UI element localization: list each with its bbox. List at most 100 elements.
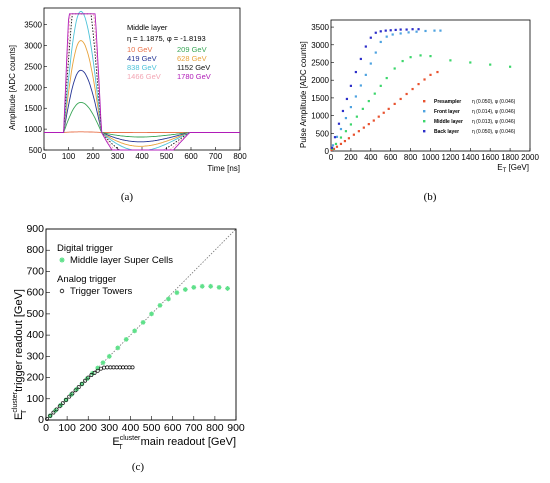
panel-c-trigger-tower-point — [73, 388, 78, 393]
panel-b-legend-marker — [423, 130, 426, 133]
panel-c-trigger-tower-point — [48, 413, 53, 418]
panel-c-ytick-label: 400 — [26, 329, 44, 341]
panel-a-legend-entry: 419 GeV — [127, 54, 157, 63]
panel-c-trigger-tower-point — [127, 365, 132, 370]
panel-c-xtick-label: 600 — [164, 422, 182, 434]
panel-b-data-point — [399, 32, 402, 35]
panel-b-ytick-label: 2000 — [311, 76, 329, 85]
panel-b-data-point — [354, 70, 357, 74]
panel-b-ylabel: Pulse Amplitude [ADC counts] — [299, 41, 308, 148]
panel-b-data-point — [405, 92, 408, 96]
panel-c-trigger-tower-point — [89, 373, 94, 377]
panel-b-data-point — [509, 65, 512, 68]
panel-b-data-point — [372, 119, 375, 122]
panel-c-supercell-point — [166, 296, 171, 302]
panel-b-data-point — [394, 28, 397, 32]
panel-c-trigger-tower-point — [111, 365, 116, 370]
panel-b-xtick-label: 1800 — [501, 153, 519, 162]
panel-c-ytick-label: 600 — [26, 287, 44, 299]
panel-b-data-point — [367, 122, 370, 126]
panel-a-ytick-label: 2000 — [24, 83, 42, 92]
panel-c-ytick-label: 300 — [26, 350, 44, 362]
panel-c-trigger-tower-point — [51, 410, 56, 415]
panel-b-data-point — [367, 99, 370, 103]
panel-b-data-point — [369, 36, 372, 39]
panel-c: 0 100 200 300 400 500 600 700 800 900 01002003004… — [12, 223, 245, 473]
panel-b-data-point — [433, 29, 436, 32]
panel-b-xtick-label: 200 — [344, 153, 358, 162]
panel-b-data-point — [359, 57, 362, 61]
panel-c-supercell-point — [140, 319, 146, 325]
panel-a-legend-entry: 209 GeV — [177, 45, 207, 54]
panel-b-data-point — [439, 29, 442, 32]
panel-b-data-point — [339, 127, 343, 131]
panel-a-legend-entry: 1152 GeV — [177, 63, 210, 72]
panel-b-ytick-label: 0 — [325, 147, 330, 156]
panel-b-ytick-label: 1000 — [311, 112, 329, 121]
panel-c-supercell-point — [95, 365, 101, 371]
panel-c-supercell-point — [47, 413, 53, 419]
panel-c-legend-marker-tower — [59, 288, 65, 294]
panel-b-data-point — [357, 130, 360, 133]
panel-a-ytick-label: 500 — [29, 146, 43, 155]
panel-c-xtick-label: 0 — [43, 422, 49, 434]
panel-b-data-point — [339, 142, 343, 146]
panel-a-ytick-label: 3500 — [24, 21, 42, 30]
panel-b-data-point — [389, 29, 392, 32]
panel-b-data-point — [341, 109, 345, 113]
panel-c-xtick-label: 200 — [79, 422, 97, 434]
panel-b-legend-coords: η (0.014), φ (0.046) — [472, 109, 516, 115]
panel-a-ytick-label: 1500 — [24, 104, 42, 113]
panel-c-supercell-point — [79, 381, 85, 387]
panel-b-data-point — [331, 144, 335, 147]
panel-b-data-point — [411, 87, 414, 91]
panel-b-data-point — [405, 28, 408, 31]
panel-b-data-point — [429, 55, 432, 58]
panel-b-xlabel: ET [GeV] — [497, 163, 529, 174]
panel-c-frame — [45, 228, 237, 421]
panel-b-data-point — [373, 92, 376, 95]
panel-a-xtick-label: 400 — [135, 152, 149, 161]
panel-c-trigger-tower-point — [130, 365, 135, 370]
panel-b-legend-coords: η (0.050), φ (0.046) — [472, 99, 516, 105]
panel-b-data-point — [349, 84, 352, 87]
panel-b-data-point — [379, 30, 382, 33]
panel-a-legend-subtitle: η = 1.1875, φ = -1.8193 — [127, 34, 206, 43]
panel-b-data-point — [334, 142, 338, 146]
panel-b-legend-marker — [423, 100, 426, 103]
panel-c-trigger-tower-point — [54, 407, 59, 412]
panel-c-legend-header-digital: Digital trigger — [57, 243, 113, 254]
panel-c-trigger-tower-point — [117, 365, 122, 370]
panel-b-data-point — [385, 35, 388, 38]
panel-b-ytick-label: 1500 — [311, 94, 329, 103]
panel-c-supercell-point — [123, 336, 129, 342]
panel-c-ytick-label: 200 — [26, 372, 44, 384]
panel-c-trigger-tower-point — [114, 365, 119, 370]
panel-b-data-point — [352, 133, 355, 136]
panel-b-ytick-label: 2500 — [311, 58, 329, 67]
panel-b-caption: (b) — [424, 191, 437, 203]
panel-c-ytick-label: 100 — [26, 393, 44, 405]
panel-b-xtick-label: 1200 — [442, 153, 460, 162]
panel-c-trigger-tower-point — [83, 378, 88, 383]
panel-c-caption: (c) — [132, 461, 145, 473]
panel-b-data-point — [424, 29, 427, 33]
panel-c-trigger-tower-point — [76, 385, 81, 390]
panel-b-data-point — [391, 33, 394, 36]
panel-a-legend-entry: 1780 GeV — [177, 72, 211, 81]
panel-a-xlabel: Time [ns] — [207, 164, 240, 173]
panel-c-supercell-point — [157, 303, 163, 308]
panel-b-data-point — [399, 97, 402, 101]
panel-b-data-point — [399, 28, 402, 31]
panel-c-xtick-label: 700 — [185, 422, 203, 434]
panel-c-trigger-tower-point — [64, 397, 69, 402]
panel-b-xtick-label: 2000 — [521, 153, 539, 162]
panel-b-data-point — [469, 61, 472, 64]
panel-b-data-point — [335, 145, 339, 148]
panel-c-xtick-label: 300 — [101, 422, 119, 434]
panel-b-data-point — [354, 95, 357, 98]
panel-c-supercell-point — [106, 353, 112, 359]
panel-b-legend-marker — [423, 120, 426, 123]
panel-b-data-point — [339, 136, 343, 139]
